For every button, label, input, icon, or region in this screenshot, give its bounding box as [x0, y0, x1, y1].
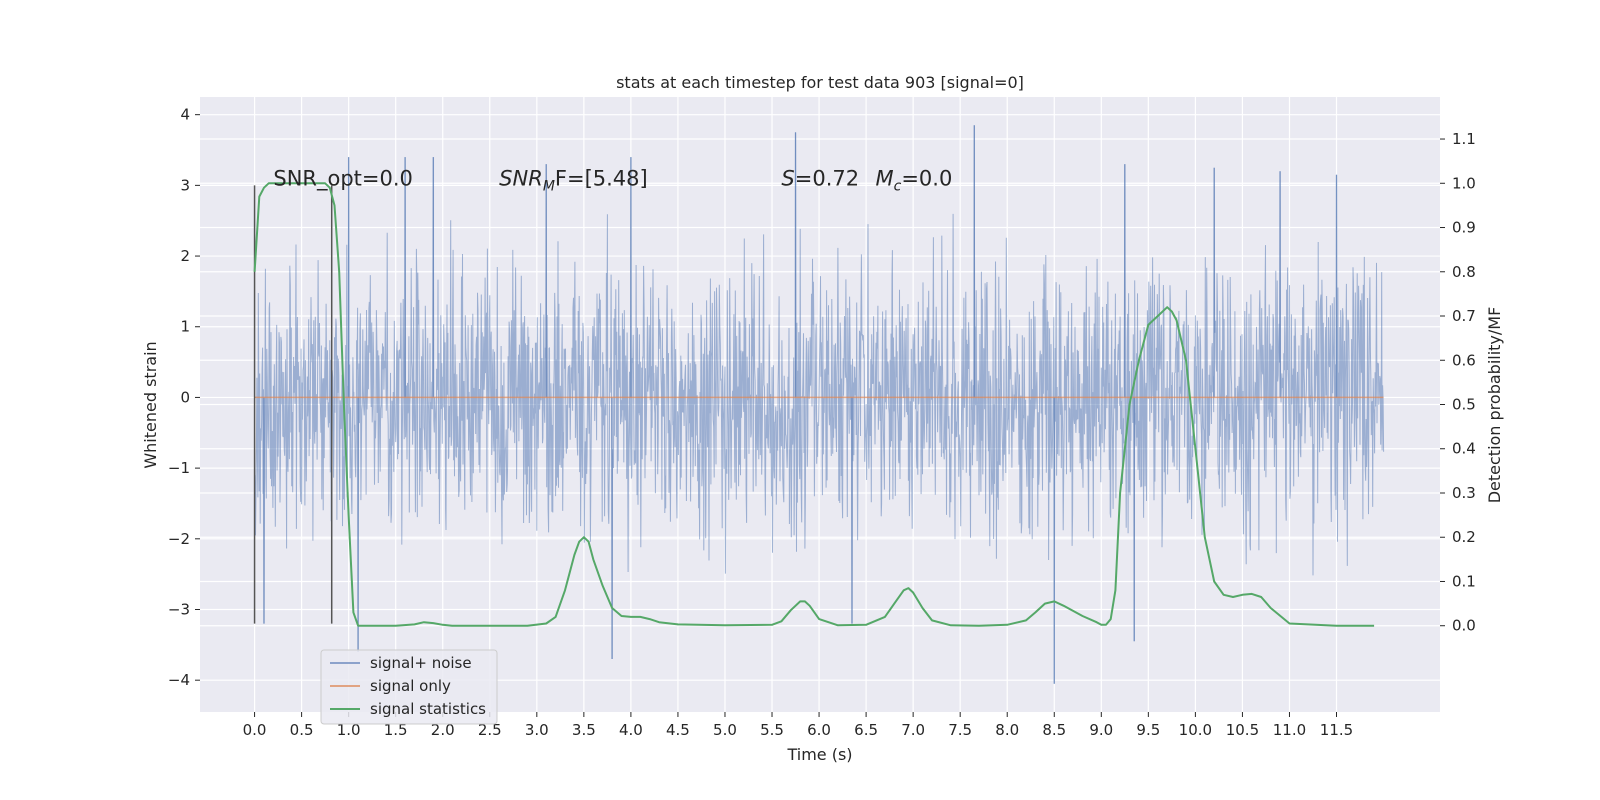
annotation-1: SNRMF=[5.48] [499, 166, 648, 194]
x-tick-label-22: 11.0 [1273, 721, 1306, 739]
legend-label-signal-noise: signal+ noise [370, 654, 472, 672]
y2-tick-label-11: 1.1 [1452, 130, 1476, 148]
legend-label-signal-statistics: signal statistics [370, 700, 486, 718]
signal-statistics-line [253, 182, 1375, 627]
x-tick-label-13: 6.5 [854, 721, 878, 739]
annotation-0: SNR_opt=0.0 [273, 166, 413, 191]
y-tick-label-1: −3 [168, 601, 190, 619]
legend: signal+ noise signal only signal statist… [320, 649, 498, 725]
y-axis-label: Whitened strain [141, 341, 160, 468]
x-tick-label-15: 7.5 [948, 721, 972, 739]
x-tick-label-16: 8.0 [995, 721, 1019, 739]
x-tick-label-6: 3.0 [525, 721, 549, 739]
chart-title: stats at each timestep for test data 903… [616, 73, 1024, 92]
y2-axis-ticks: 0.0 0.1 0.2 0.3 0.4 0.5 0.6 0.7 0.8 0.9 1.0 1.1 [1440, 130, 1476, 635]
y2-tick-label-7: 0.7 [1452, 307, 1476, 325]
y2-tick-label-9: 0.9 [1452, 219, 1476, 237]
x-tick-label-21: 10.5 [1226, 721, 1259, 739]
y2-tick-label-1: 0.1 [1452, 572, 1476, 590]
x-axis-label: Time (s) [786, 745, 852, 764]
y2-tick-label-6: 0.6 [1452, 351, 1476, 369]
y2-tick-label-2: 0.2 [1452, 528, 1476, 546]
x-tick-label-0: 0.0 [243, 721, 267, 739]
x-tick-label-14: 7.0 [901, 721, 925, 739]
x-tick-label-11: 5.5 [760, 721, 784, 739]
y-axis-ticks: −4 −3 −2 −1 0 1 2 3 4 [168, 106, 200, 689]
y2-tick-label-5: 0.5 [1452, 396, 1476, 414]
y2-tick-label-3: 0.3 [1452, 484, 1476, 502]
series-signal-noise [254, 125, 1385, 684]
x-tick-label-17: 8.5 [1042, 721, 1066, 739]
y-tick-label-6: 2 [180, 247, 190, 265]
y2-tick-label-8: 0.8 [1452, 263, 1476, 281]
noise-line [254, 125, 1385, 684]
x-tick-label-9: 4.5 [666, 721, 690, 739]
x-tick-label-18: 9.0 [1089, 721, 1113, 739]
x-tick-label-8: 4.0 [619, 721, 643, 739]
x-tick-label-2: 1.0 [337, 721, 361, 739]
x-tick-label-5: 2.5 [478, 721, 502, 739]
series-signal-statistics [253, 182, 1375, 627]
x-tick-label-12: 6.0 [807, 721, 831, 739]
annotation-3: Mc=0.0 [876, 166, 953, 194]
y-tick-label-4: 0 [180, 388, 190, 406]
y-tick-label-0: −4 [168, 671, 190, 689]
y2-tick-label-4: 0.4 [1452, 440, 1476, 458]
x-axis-ticks: 0.0 0.5 1.0 1.5 2.0 2.5 3.0 3.5 4.0 4.5 5.0 5.5 6.0 6… [243, 712, 1353, 739]
x-tick-label-19: 9.5 [1136, 721, 1160, 739]
legend-label-signal-only: signal only [370, 677, 451, 695]
y-tick-label-8: 4 [180, 106, 190, 124]
y-tick-label-7: 3 [180, 176, 190, 194]
annotations: SNR_opt=0.0 SNRMF=[5.48] S=0.72 Mc=0.0 [273, 166, 952, 194]
y-tick-label-2: −2 [168, 530, 190, 548]
y-tick-label-3: −1 [168, 459, 190, 477]
y2-tick-label-10: 1.0 [1452, 174, 1476, 192]
y2-axis-label: Detection probability/MF [1485, 307, 1504, 504]
x-tick-label-10: 5.0 [713, 721, 737, 739]
x-tick-label-23: 11.5 [1320, 721, 1353, 739]
x-tick-label-20: 10.0 [1179, 721, 1212, 739]
annotation-2: S=0.72 [781, 166, 859, 190]
legend-box [320, 649, 498, 725]
x-tick-label-4: 2.0 [431, 721, 455, 739]
y2-tick-label-0: 0.0 [1452, 617, 1476, 635]
x-tick-label-1: 0.5 [290, 721, 314, 739]
x-tick-label-7: 3.5 [572, 721, 596, 739]
y-tick-label-5: 1 [180, 318, 190, 336]
x-tick-label-3: 1.5 [384, 721, 408, 739]
